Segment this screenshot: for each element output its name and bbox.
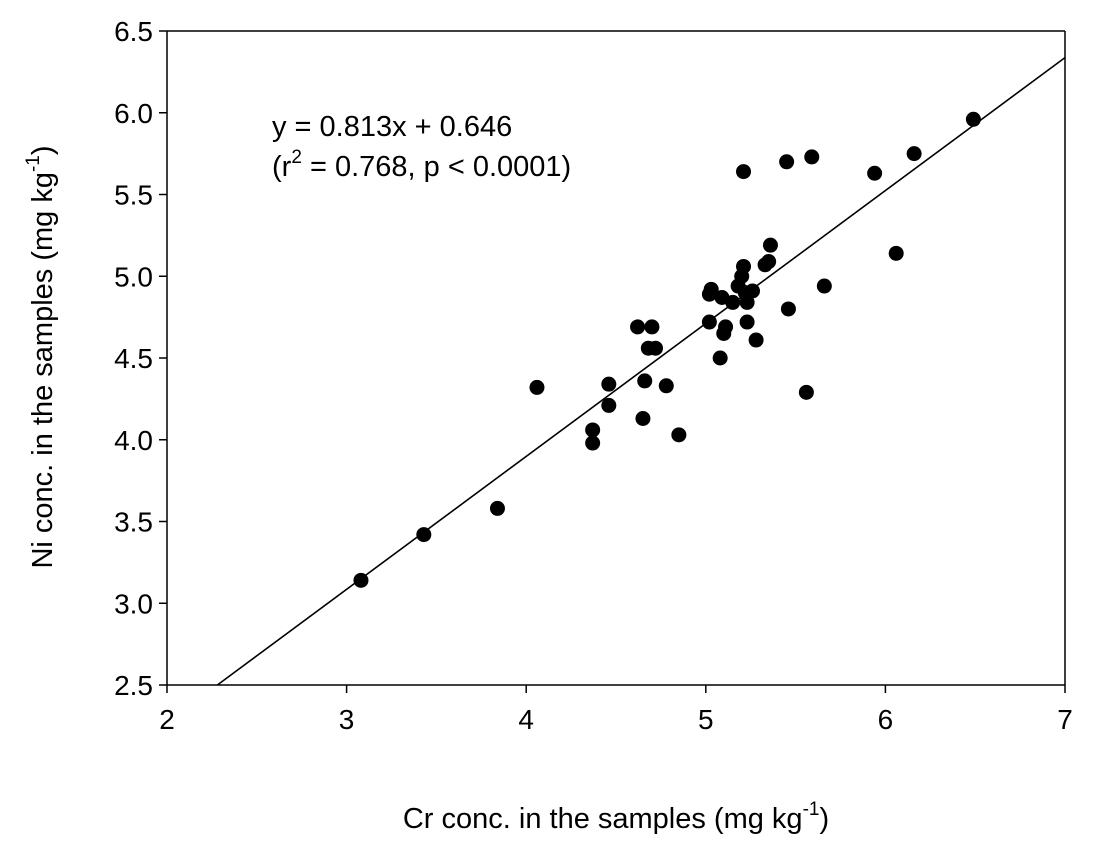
y-tick-label: 2.5 <box>114 670 153 701</box>
data-point <box>965 111 981 127</box>
data-point <box>671 427 687 443</box>
x-tick-label: 7 <box>1057 704 1073 735</box>
data-point <box>637 373 653 389</box>
data-point <box>739 314 755 330</box>
x-tick-label: 6 <box>878 704 894 735</box>
x-tick-label: 5 <box>698 704 714 735</box>
data-points <box>353 111 981 588</box>
x-axis: 2 3 4 5 6 7 <box>159 685 1073 735</box>
data-point <box>416 527 432 543</box>
data-point <box>748 332 764 348</box>
y-tick-label: 5.0 <box>114 261 153 292</box>
data-point <box>739 294 755 310</box>
x-axis-title-text: Cr conc. in the samples (mg kg <box>403 803 803 835</box>
y-tick-label: 6.0 <box>114 98 153 129</box>
data-point <box>867 165 883 181</box>
stats-prefix: (r <box>272 151 292 183</box>
data-point <box>529 379 545 395</box>
data-point <box>644 319 660 335</box>
data-point <box>601 397 617 413</box>
data-point <box>736 164 752 180</box>
data-point <box>804 149 820 165</box>
stats-label: (r2 = 0.768, p < 0.0001) <box>272 147 571 183</box>
stats-superscript: 2 <box>291 147 302 168</box>
stats-rest: = 0.768, p < 0.0001) <box>302 151 571 183</box>
y-axis-title-suffix: ) <box>27 145 59 155</box>
data-point <box>635 410 651 426</box>
data-point <box>585 422 601 438</box>
data-point <box>725 294 741 310</box>
y-axis-title-sup: -1 <box>23 155 44 172</box>
data-point <box>888 245 904 261</box>
y-axis-title-text: Ni conc. in the samples (mg kg <box>27 172 59 568</box>
data-point <box>703 281 719 297</box>
x-axis-title-sup: -1 <box>803 799 820 820</box>
y-tick-label: 3.0 <box>114 588 153 619</box>
data-point <box>489 500 505 516</box>
data-point <box>779 154 795 170</box>
data-point <box>601 376 617 392</box>
y-axis-title: Ni conc. in the samples (mg kg-1) <box>23 145 59 568</box>
data-point <box>701 314 717 330</box>
data-point <box>736 258 752 274</box>
data-point <box>798 384 814 400</box>
data-point <box>744 283 760 299</box>
data-point <box>353 572 369 588</box>
data-point <box>718 319 734 335</box>
data-point <box>761 254 777 270</box>
y-tick-label: 4.5 <box>114 343 153 374</box>
x-axis-title-suffix: ) <box>819 803 829 835</box>
x-tick-label: 2 <box>159 704 175 735</box>
data-point <box>658 378 674 394</box>
data-point <box>906 146 922 162</box>
data-point <box>712 350 728 366</box>
data-point <box>816 278 832 294</box>
x-axis-title: Cr conc. in the samples (mg kg-1) <box>403 799 829 835</box>
data-point <box>648 340 664 356</box>
data-point <box>630 319 646 335</box>
x-tick-label: 4 <box>518 704 534 735</box>
y-axis: 2.5 3.0 3.5 4.0 4.5 5.0 5.5 6.0 6.5 <box>114 16 167 701</box>
equation-label: y = 0.813x + 0.646 <box>272 111 512 143</box>
data-point <box>585 435 601 451</box>
y-tick-label: 3.5 <box>114 507 153 538</box>
data-point <box>762 237 778 253</box>
y-tick-label: 5.5 <box>114 180 153 211</box>
y-tick-label: 4.0 <box>114 425 153 456</box>
data-point <box>780 301 796 317</box>
x-tick-label: 3 <box>339 704 355 735</box>
y-tick-label: 6.5 <box>114 16 153 47</box>
